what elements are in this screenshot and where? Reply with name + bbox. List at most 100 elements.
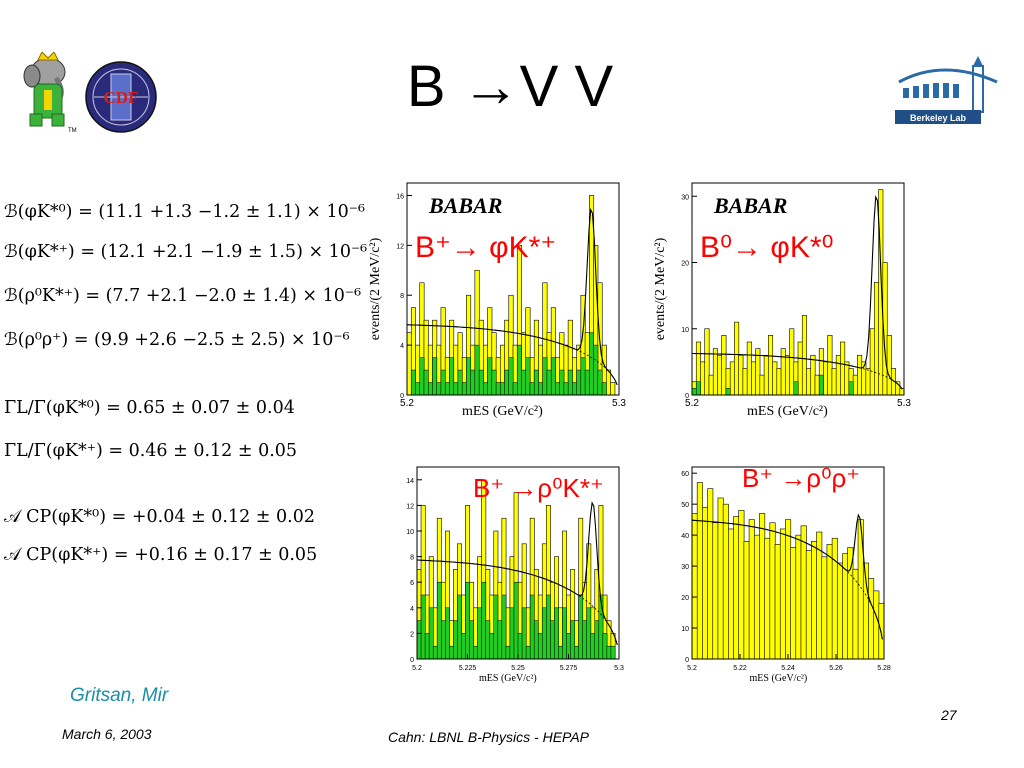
histogram-bar-green <box>555 382 561 396</box>
x-tick-label: 5.2 <box>400 398 414 409</box>
histogram-bar <box>810 354 816 396</box>
histogram-bar <box>729 361 735 396</box>
x-tick-label: 5.3 <box>897 398 911 409</box>
berkeley-lab-text: Berkeley Lab <box>910 113 967 123</box>
histogram-bar <box>779 528 786 660</box>
histogram-bar-green <box>457 594 462 660</box>
decay-mode-label: B⁺ →ρ⁰ρ⁺ <box>742 463 860 493</box>
histogram-bar <box>852 568 859 660</box>
histogram-bar-green <box>513 581 519 660</box>
x-tick-label: 5.2 <box>685 398 699 409</box>
x-tick-label: 5.2 <box>687 665 697 672</box>
histogram-bar-green <box>537 633 543 660</box>
histogram-bar-green <box>410 369 416 396</box>
histogram-bar-green <box>725 388 731 396</box>
x-axis-label: mES (GeV/c²) <box>750 673 808 684</box>
plot-phi-kstar-plus: 0 4 8 12 16 5.2 5.3 mES (GeV/c²) events/(2 MeV/c… <box>368 182 626 419</box>
histogram-bar-green <box>445 607 450 660</box>
y-tick-label: 12 <box>406 503 414 510</box>
histogram-bar-green <box>589 332 595 396</box>
y-tick-label: 20 <box>681 261 689 268</box>
histogram-bar-green <box>578 594 584 660</box>
histogram-bar <box>704 328 710 396</box>
x-tick-label: 5.26 <box>829 665 843 672</box>
y-tick-label: 60 <box>681 471 689 478</box>
histogram-bar-green <box>563 382 569 396</box>
histogram-bar-green <box>521 607 527 660</box>
babar-watermark: BABAR <box>713 193 787 218</box>
plot-frame <box>406 182 620 396</box>
histogram-bar-green <box>509 607 515 660</box>
yellow-histogram <box>691 482 885 660</box>
y-tick-label: 10 <box>681 327 689 334</box>
histogram-bar-green <box>453 620 458 660</box>
histogram-bar <box>844 361 850 396</box>
y-tick-label: 0 <box>685 393 689 400</box>
x-axis-label: mES (GeV/c²) <box>479 673 537 684</box>
histogram-bar <box>868 578 875 660</box>
babar-tm-label: TM <box>68 128 77 134</box>
histogram-bar-green <box>606 645 612 660</box>
histogram-bar-green <box>601 382 607 396</box>
histogram-bar-green <box>550 620 555 660</box>
histogram-bar <box>406 332 412 396</box>
histogram-bar-green <box>516 344 522 396</box>
x-tick-label: 5.28 <box>877 665 891 672</box>
histogram-bar-green <box>517 633 523 660</box>
x-tick-label: 5.22 <box>733 665 747 672</box>
histogram-bar-green <box>457 369 463 396</box>
y-tick-label: 4 <box>400 343 404 350</box>
histogram-bar-green <box>525 645 531 660</box>
histogram-bar-green <box>559 369 565 396</box>
histogram-bar <box>852 374 858 396</box>
histogram-bar <box>869 328 875 396</box>
histogram-bar-green <box>461 633 466 660</box>
histogram-bar <box>768 335 774 396</box>
histogram-bar-green <box>461 382 467 396</box>
histogram-bar-green <box>546 594 551 660</box>
histogram-bar <box>827 335 833 396</box>
histogram-bar-green <box>550 357 556 396</box>
histogram-bar <box>873 590 880 660</box>
histogram-bar <box>774 544 781 660</box>
histogram-bar <box>835 354 841 396</box>
histogram-bar-green <box>580 357 586 396</box>
x-axis-label: mES (GeV/c²) <box>462 404 543 419</box>
histogram-bar-green <box>415 382 421 396</box>
x-tick-label: 5.3 <box>614 665 624 672</box>
histogram-bar-green <box>465 581 470 660</box>
equation-rhs: = (9.9 +2.6 −2.5 ± 2.5) × 10⁻⁶ <box>73 330 350 350</box>
y-tick-label: 4 <box>410 606 414 613</box>
y-tick-label: 10 <box>406 529 414 536</box>
equation-rhs: = +0.04 ± 0.12 ± 0.02 <box>111 507 315 527</box>
histogram-bar-green <box>420 594 426 660</box>
histogram-bar <box>874 282 880 396</box>
histogram-bar-green <box>594 620 600 660</box>
histogram-bar-green <box>538 382 544 396</box>
histogram-bar <box>776 368 782 396</box>
histogram-bar <box>814 374 820 396</box>
x-tick-label: 5.275 <box>560 665 578 672</box>
babar-elephant-logo: TM <box>23 52 77 134</box>
histogram-bar-green <box>469 620 475 660</box>
histogram-bar <box>878 189 884 396</box>
histogram-bar-green <box>533 369 539 396</box>
histogram-bar <box>857 354 863 396</box>
histogram-bar-green <box>504 369 510 396</box>
histogram-bar-green <box>582 620 588 660</box>
histogram-bar-green <box>521 369 527 396</box>
equation-rhs: = (7.7 +2.1 −2.0 ± 1.4) × 10⁻⁶ <box>85 286 362 306</box>
equation-gammal-phikstarplus: ΓL/Γ(φK*⁺) = 0.46 ± 0.12 ± 0.05 <box>4 442 297 461</box>
authors-label: Gritsan, Mir <box>70 685 169 706</box>
y-tick-label: 40 <box>681 533 689 540</box>
y-tick-label: 2 <box>410 631 414 638</box>
y-axis-label: events/(2 MeV/c²) <box>653 237 668 340</box>
equation-lhs: ΓL/Γ(φK*⁰) <box>4 398 101 418</box>
total-fit-curve <box>406 207 618 386</box>
histogram-bar-green <box>542 357 548 396</box>
histogram-bar-green <box>597 369 603 396</box>
histogram-bar <box>772 361 778 396</box>
histogram-bar <box>797 341 803 396</box>
histogram-bar-green <box>485 620 491 660</box>
decay-mode-label: B⁺ →ρ⁰K*⁺ <box>473 473 604 503</box>
